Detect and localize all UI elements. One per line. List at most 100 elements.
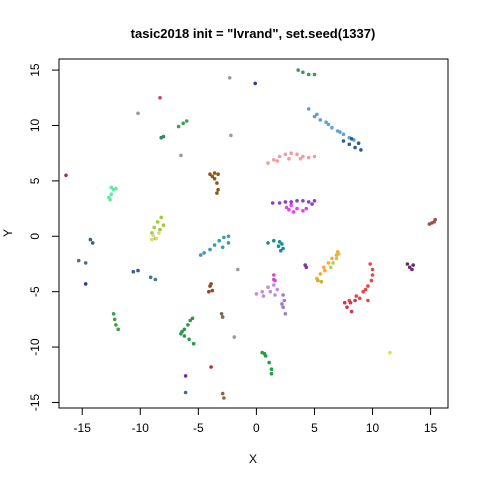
data-point-7-3	[159, 215, 163, 220]
data-point-3-5	[291, 210, 296, 214]
y-tick-label: 5	[28, 177, 42, 184]
data-point-18-4	[280, 302, 284, 306]
data-point-9-1	[109, 192, 114, 196]
y-tick-label: 10	[28, 118, 42, 132]
data-point-16-0	[254, 292, 259, 296]
data-point-3-0	[284, 205, 289, 210]
data-point-1-2	[353, 145, 357, 150]
data-point-2-4	[289, 151, 294, 155]
x-axis: -15 -10 -5 0 5 10 15	[74, 407, 438, 435]
plot-frame	[58, 58, 449, 409]
data-point-38-3	[236, 267, 240, 272]
data-point-8-2	[151, 233, 155, 237]
data-point-23-2	[267, 360, 272, 365]
y-tick-label: 0	[28, 233, 42, 240]
data-point-26-1	[181, 121, 185, 126]
data-point-35-0	[83, 282, 88, 286]
x-tick-label: 15	[424, 421, 438, 435]
data-point-11-2	[322, 265, 326, 270]
y-axis: -15 -10 -5 0 5 10 15	[28, 63, 60, 411]
data-point-16-1	[260, 289, 265, 294]
data-point-11-7	[323, 268, 327, 273]
data-point-20-3	[410, 267, 414, 272]
data-point-0-3	[324, 120, 328, 124]
data-point-2-3	[283, 152, 288, 157]
data-point-15-1	[348, 300, 353, 305]
data-point-25-1	[301, 70, 305, 75]
data-point-32-1	[220, 315, 225, 319]
data-point-12-3	[328, 265, 333, 270]
data-point-6-8	[198, 253, 203, 257]
data-point-3-1	[289, 203, 294, 207]
data-point-6-1	[208, 247, 212, 252]
data-point-30-1	[153, 277, 158, 282]
data-point-9-3	[109, 185, 114, 190]
y-tick-label: -5	[28, 286, 42, 297]
data-point-14-2	[361, 289, 366, 294]
data-point-12-2	[337, 252, 341, 256]
data-point-5-1	[272, 238, 276, 243]
x-tick-label: -5	[193, 421, 204, 435]
data-point-7-2	[155, 220, 160, 224]
data-point-14-5	[370, 273, 375, 277]
data-point-1-3	[356, 141, 361, 145]
data-point-10-7	[210, 174, 215, 179]
data-point-2-6	[301, 154, 305, 159]
data-point-25-3	[312, 72, 317, 77]
data-point-38-0	[136, 111, 140, 116]
data-point-18-3	[283, 312, 288, 316]
chart-title: tasic2018 init = "lvrand", set.seed(1337…	[131, 26, 376, 41]
data-point-32-0	[219, 312, 224, 316]
data-point-15-3	[349, 309, 354, 314]
data-point-36-0	[158, 96, 162, 100]
data-point-10-5	[216, 187, 220, 192]
data-point-38-5	[232, 335, 237, 339]
data-point-15-2	[353, 298, 357, 303]
data-point-24-0	[111, 312, 116, 316]
data-point-8-3	[157, 231, 161, 235]
data-point-38-2	[179, 153, 183, 158]
data-point-39-0	[183, 374, 188, 378]
data-point-2-9	[287, 156, 291, 161]
data-point-38-4	[227, 76, 232, 80]
data-point-5-0	[266, 241, 270, 245]
data-point-15-4	[342, 300, 347, 305]
data-point-25-0	[296, 68, 301, 72]
data-point-4-3	[295, 199, 299, 203]
data-point-21-1	[210, 288, 215, 293]
data-point-1-5	[349, 137, 354, 141]
data-point-24-3	[116, 327, 120, 332]
data-point-5-6	[276, 244, 281, 248]
data-point-1-1	[347, 142, 352, 147]
data-point-7-6	[161, 223, 166, 227]
data-point-7-5	[158, 227, 162, 232]
data-point-15-0	[345, 305, 349, 310]
data-point-28-1	[90, 241, 95, 245]
data-point-14-7	[368, 262, 373, 266]
data-point-14-1	[354, 294, 359, 298]
data-point-24-1	[112, 317, 117, 322]
data-point-5-2	[277, 240, 282, 244]
data-point-6-0	[202, 251, 206, 255]
data-point-2-5	[295, 152, 299, 157]
data-point-24-2	[114, 323, 118, 327]
data-point-22-4	[182, 334, 187, 338]
data-point-28-0	[88, 237, 93, 242]
data-point-40-0	[209, 365, 213, 369]
data-point-21-2	[207, 289, 211, 294]
data-point-13-0	[319, 279, 324, 284]
data-point-33-0	[220, 391, 225, 396]
data-point-31-1	[83, 261, 88, 265]
data-point-26-0	[176, 124, 181, 129]
data-point-13-1	[316, 278, 320, 283]
data-point-1-0	[341, 139, 346, 143]
data-point-2-1	[272, 158, 276, 162]
data-point-21-3	[209, 282, 213, 286]
data-point-17-2	[272, 277, 276, 282]
data-point-22-6	[191, 341, 196, 346]
data-point-0-0	[306, 107, 311, 111]
data-point-2-0	[266, 161, 270, 165]
data-point-33-1	[222, 396, 226, 400]
data-point-11-4	[330, 256, 334, 261]
